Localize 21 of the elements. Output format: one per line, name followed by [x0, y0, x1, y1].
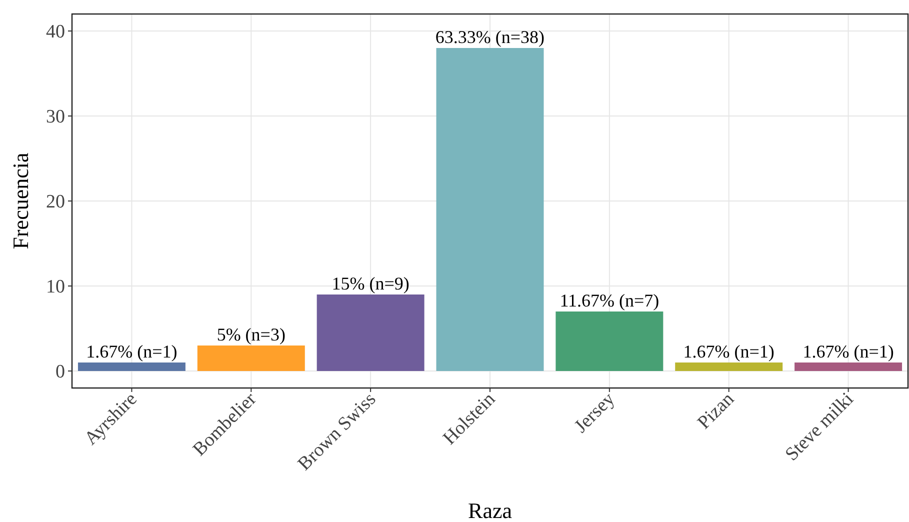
bar — [436, 48, 544, 371]
y-tick-label: 20 — [46, 192, 65, 213]
bar — [675, 362, 783, 371]
data-label: 5% (n=3) — [216, 324, 286, 344]
y-tick-label: 0 — [56, 362, 65, 383]
data-label: 11.67% (n=7) — [560, 290, 660, 310]
x-axis-title: Raza — [468, 498, 512, 522]
bar — [556, 312, 664, 371]
bar — [78, 362, 186, 371]
bar — [794, 362, 902, 371]
data-label: 1.67% (n=1) — [683, 342, 774, 362]
bar — [197, 346, 305, 371]
y-axis-title: Frecuencia — [8, 152, 33, 250]
data-label: 1.67% (n=1) — [86, 342, 178, 362]
data-label: 1.67% (n=1) — [802, 342, 894, 362]
data-label: 15% (n=9) — [332, 274, 410, 294]
bar — [316, 294, 424, 371]
data-label: 63.33% (n=38) — [435, 27, 545, 47]
y-tick-label: 40 — [46, 22, 65, 43]
y-tick-label: 10 — [46, 276, 65, 298]
y-tick-label: 30 — [46, 106, 65, 128]
